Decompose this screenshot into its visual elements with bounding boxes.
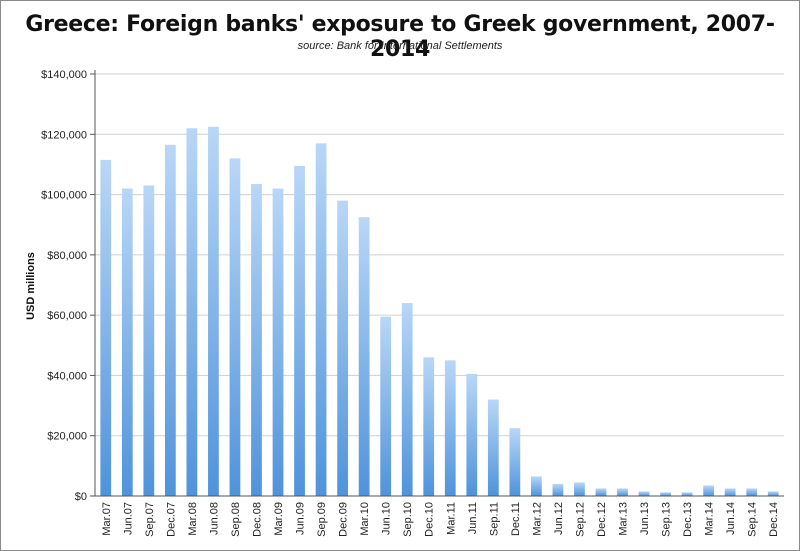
bar-Mar.13 <box>617 488 628 496</box>
y-tick-label: $100,000 <box>41 190 87 202</box>
y-axis-ticks: $0 $20,000 $40,000 $60,000 $80,000 $100,000 $1… <box>41 69 95 503</box>
x-tick-label: Jun.14 <box>725 502 737 535</box>
y-tick-label: $120,000 <box>41 129 87 141</box>
y-tick-label: $20,000 <box>47 431 87 443</box>
bar-Mar.14 <box>703 485 715 496</box>
bar-Sep.11 <box>487 399 499 496</box>
bar-Jun.09 <box>294 165 305 496</box>
bar-Dec.07 <box>164 144 176 497</box>
x-tick-label: Dec.07 <box>165 502 177 537</box>
x-axis-ticks: Mar.07 Jun.07 Sep.07 Dec.07 Mar.08 Jun.08 Sep.… <box>101 502 780 537</box>
bar-Sep.12 <box>574 482 585 496</box>
bar-Dec.08 <box>251 184 262 496</box>
y-tick-label: $0 <box>75 491 87 503</box>
bar-Dec.14 <box>767 491 779 496</box>
bar-Sep.07 <box>143 185 155 496</box>
x-tick-label: Mar.10 <box>359 502 371 536</box>
x-tick-label: Sep.14 <box>747 502 759 537</box>
x-tick-label: Sep.13 <box>661 502 673 537</box>
x-tick-label: Jun.07 <box>122 502 134 535</box>
x-tick-label: Dec.11 <box>510 502 522 536</box>
bar-Dec.09 <box>337 200 348 496</box>
bar-Dec.12 <box>595 488 607 496</box>
bar-Mar.08 <box>186 128 198 496</box>
x-tick-label: Jun.11 <box>467 502 479 534</box>
x-tick-label: Jun.12 <box>553 502 565 535</box>
y-tick-label: $140,000 <box>41 69 87 81</box>
bar-Dec.11 <box>509 428 521 496</box>
x-tick-label: Mar.12 <box>531 502 543 536</box>
x-tick-label: Dec.10 <box>424 502 436 537</box>
bar-Mar.12 <box>531 476 542 496</box>
x-tick-label: Sep.08 <box>230 502 242 537</box>
bar-Sep.13 <box>660 492 671 496</box>
x-tick-label: Dec.12 <box>596 502 608 537</box>
x-tick-label: Sep.07 <box>144 502 156 537</box>
bar-Jun.13 <box>638 491 650 496</box>
bar-Jun.11 <box>466 373 478 496</box>
x-tick-label: Mar.07 <box>101 502 113 536</box>
x-tick-label: Mar.14 <box>704 502 716 536</box>
y-tick-label: $60,000 <box>47 310 87 322</box>
bar-Sep.14 <box>746 488 758 496</box>
y-tick-label: $80,000 <box>47 250 87 262</box>
bar-Jun.12 <box>552 483 564 496</box>
bar-Sep.10 <box>401 303 413 496</box>
y-axis-label: USD millions <box>25 252 37 320</box>
bar-Mar.11 <box>444 360 456 496</box>
x-tick-label: Sep.12 <box>574 502 586 537</box>
bar-Jun.08 <box>208 126 219 496</box>
x-tick-label: Dec.13 <box>682 502 694 537</box>
x-tick-label: Sep.11 <box>488 502 500 536</box>
bar-Mar.07 <box>100 159 112 496</box>
bar-Jun.14 <box>724 488 736 496</box>
x-tick-label: Mar.13 <box>618 502 630 536</box>
x-tick-label: Dec.14 <box>768 502 780 537</box>
bar-Dec.10 <box>423 357 435 496</box>
x-tick-label: Mar.11 <box>445 502 457 535</box>
bar-Jun.10 <box>380 316 392 496</box>
bar-Jun.07 <box>121 188 133 497</box>
bar-Sep.08 <box>229 158 241 496</box>
x-tick-label: Jun.09 <box>295 502 307 535</box>
bar-Dec.13 <box>681 492 693 496</box>
y-tick-label: $40,000 <box>47 370 87 382</box>
bars <box>100 126 779 497</box>
bar-Mar.10 <box>358 217 370 496</box>
x-tick-label: Dec.09 <box>338 502 350 537</box>
x-tick-label: Dec.08 <box>251 502 263 537</box>
x-tick-label: Jun.13 <box>639 502 651 535</box>
x-tick-label: Jun.10 <box>381 502 393 535</box>
gridlines <box>95 73 784 437</box>
chart-title: Greece: Foreign banks' exposure to Greek… <box>25 12 775 62</box>
x-tick-label: Jun.08 <box>208 502 220 535</box>
bar-Mar.09 <box>272 188 284 497</box>
bar-Sep.09 <box>315 143 327 497</box>
axes <box>94 70 784 497</box>
x-tick-label: Mar.09 <box>273 502 285 536</box>
x-tick-label: Sep.09 <box>316 502 328 537</box>
x-tick-label: Mar.08 <box>187 502 199 536</box>
chart-subtitle: source: Bank for International Settlemen… <box>297 40 503 52</box>
x-tick-label: Sep.10 <box>402 502 414 537</box>
